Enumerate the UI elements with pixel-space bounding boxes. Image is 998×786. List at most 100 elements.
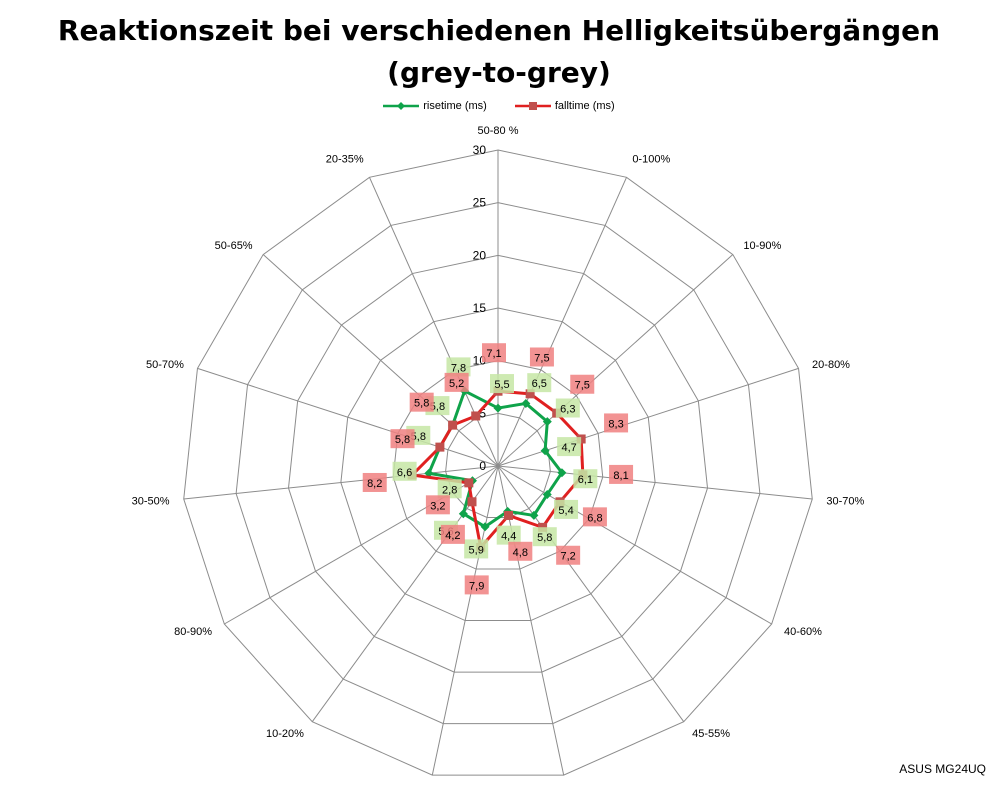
data-label-risetime: 6,3 <box>555 398 580 418</box>
data-label-falltime: 3,2 <box>425 495 450 515</box>
data-label-text: 5,2 <box>449 378 464 390</box>
tick-label: 20 <box>473 248 487 262</box>
grid-spoke <box>497 465 772 625</box>
data-label-bg <box>496 525 521 545</box>
data-label-falltime: 7,5 <box>529 347 554 367</box>
data-label-bg <box>409 392 434 412</box>
data-label-bg <box>390 429 415 449</box>
tick-label: 0 <box>479 459 486 473</box>
data-label-bg <box>609 464 634 484</box>
data-label-bg <box>392 461 417 481</box>
data-label-text: 7,5 <box>575 380 590 392</box>
data-label-bg <box>573 469 598 489</box>
data-label-text: 3,2 <box>430 500 445 512</box>
data-label-bg <box>508 541 533 561</box>
data-label-text: 8,1 <box>613 470 628 482</box>
data-point-falltime <box>464 478 474 488</box>
radar-data-labels: 5,56,56,34,76,15,45,84,45,95,62,86,65,85… <box>362 343 634 595</box>
data-point-falltime <box>504 510 514 520</box>
category-label: 30-50% <box>132 496 170 508</box>
data-label-text: 5,8 <box>414 398 429 410</box>
data-point-risetime <box>542 489 552 499</box>
data-label-bg <box>437 479 462 499</box>
grid-spoke <box>431 465 499 776</box>
data-label-bg <box>425 495 450 515</box>
data-point-risetime <box>493 403 503 413</box>
data-label-text: 2,8 <box>442 484 457 496</box>
data-label-falltime: 7,1 <box>482 343 506 363</box>
tick-label: 5 <box>479 406 486 420</box>
data-label-text: 5,8 <box>537 532 552 544</box>
data-label-text: 4,4 <box>501 531 516 543</box>
data-point-falltime <box>576 434 586 444</box>
data-label-falltime: 7,9 <box>464 575 489 595</box>
data-point-falltime <box>471 411 481 421</box>
data-label-text: 7,2 <box>561 551 576 563</box>
legend-swatch-risetime <box>383 102 420 110</box>
data-label-bg <box>527 373 552 393</box>
data-label-text: 4,8 <box>513 547 528 559</box>
data-label-text: 7,8 <box>451 362 466 374</box>
data-label-falltime: 7,5 <box>570 374 595 394</box>
data-label-bg <box>446 357 471 377</box>
category-label: 45-55% <box>692 728 730 740</box>
data-point-risetime <box>480 522 490 532</box>
legend: risetime (ms) falltime (ms) <box>0 100 998 112</box>
data-label-bg <box>556 545 581 565</box>
data-label-text: 4,2 <box>445 530 460 542</box>
category-label: 80-90% <box>174 626 212 638</box>
data-label-bg <box>557 437 582 457</box>
data-label-text: 5,9 <box>469 544 484 556</box>
grid-ring-25 <box>235 202 761 725</box>
grid-spoke <box>497 177 627 467</box>
data-label-risetime: 5,9 <box>464 539 489 559</box>
legend-item-risetime: risetime (ms) <box>383 100 487 112</box>
data-label-text: 6,6 <box>397 467 412 479</box>
data-label-text: 6,3 <box>560 404 575 416</box>
grid-spoke <box>369 177 499 467</box>
data-label-risetime: 2,8 <box>437 479 462 499</box>
data-point-falltime <box>525 389 535 399</box>
data-label-bg <box>464 539 489 559</box>
data-label-bg <box>440 524 465 544</box>
data-label-risetime: 4,4 <box>496 525 521 545</box>
category-label: 20-35% <box>326 153 364 165</box>
data-label-text: 5,8 <box>395 434 410 446</box>
data-point-risetime <box>542 417 552 427</box>
data-point-risetime <box>540 446 550 456</box>
data-label-bg <box>582 507 607 527</box>
grid-ring-30 <box>183 149 813 776</box>
category-label: 50-70% <box>146 359 184 371</box>
data-label-falltime: 8,1 <box>609 464 634 484</box>
data-label-falltime: 7,2 <box>556 545 581 565</box>
data-label-bg <box>464 575 489 595</box>
category-label: 10-20% <box>266 728 304 740</box>
data-label-text: 8,3 <box>608 418 623 430</box>
grid-spoke <box>497 465 685 722</box>
grid-spoke <box>311 465 499 722</box>
data-label-text: 6,8 <box>587 512 602 524</box>
tick-label: 25 <box>473 196 487 210</box>
data-label-text: 4,7 <box>561 442 576 454</box>
data-point-falltime <box>435 442 445 452</box>
chart-title-line-1: Reaktionszeit bei verschiedenen Helligke… <box>57 14 941 47</box>
data-point-falltime <box>467 497 477 507</box>
data-label-risetime: 4,7 <box>557 437 582 457</box>
data-label-bg <box>554 499 579 519</box>
data-label-text: 5,5 <box>494 379 509 391</box>
data-label-bg <box>529 347 554 367</box>
data-label-bg <box>555 398 580 418</box>
data-label-bg <box>490 374 514 394</box>
data-label-bg <box>570 374 595 394</box>
data-label-falltime: 4,8 <box>508 541 533 561</box>
series-line-falltime <box>410 389 585 549</box>
data-label-text: 7,1 <box>486 348 501 360</box>
data-label-bg <box>532 527 557 547</box>
data-point-risetime <box>529 510 539 520</box>
category-label: 50-80 % <box>478 125 519 137</box>
grid-spoke <box>197 367 499 467</box>
category-label: 30-70% <box>826 496 864 508</box>
grid-ring-15 <box>340 307 656 622</box>
